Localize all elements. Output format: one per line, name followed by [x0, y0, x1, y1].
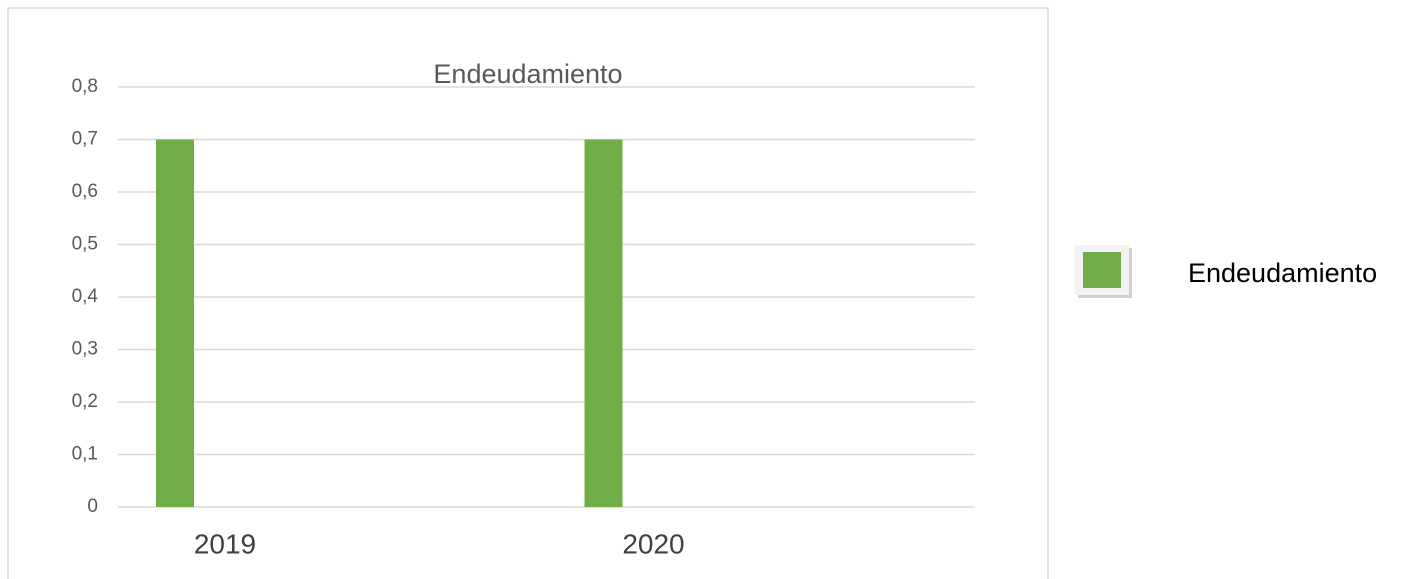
y-tick-label: 0	[87, 496, 98, 517]
y-tick-label: 0,4	[72, 286, 99, 307]
y-tick-label: 0,2	[72, 391, 98, 412]
chart-title: Endeudamiento	[433, 59, 622, 89]
bar	[156, 139, 194, 507]
y-tick-label: 0,8	[72, 76, 98, 97]
legend-swatch	[1083, 252, 1121, 288]
y-tick-label: 0,3	[72, 339, 98, 360]
y-tick-label: 0,6	[72, 181, 98, 202]
y-tick-label: 0,7	[72, 129, 98, 150]
y-tick-label: 0,1	[72, 444, 98, 465]
y-tick-label: 0,5	[72, 234, 98, 255]
x-tick-label: 2020	[622, 528, 684, 559]
legend-label: Endeudamiento	[1188, 258, 1377, 288]
bar	[584, 139, 623, 507]
x-tick-label: 2019	[194, 528, 256, 559]
